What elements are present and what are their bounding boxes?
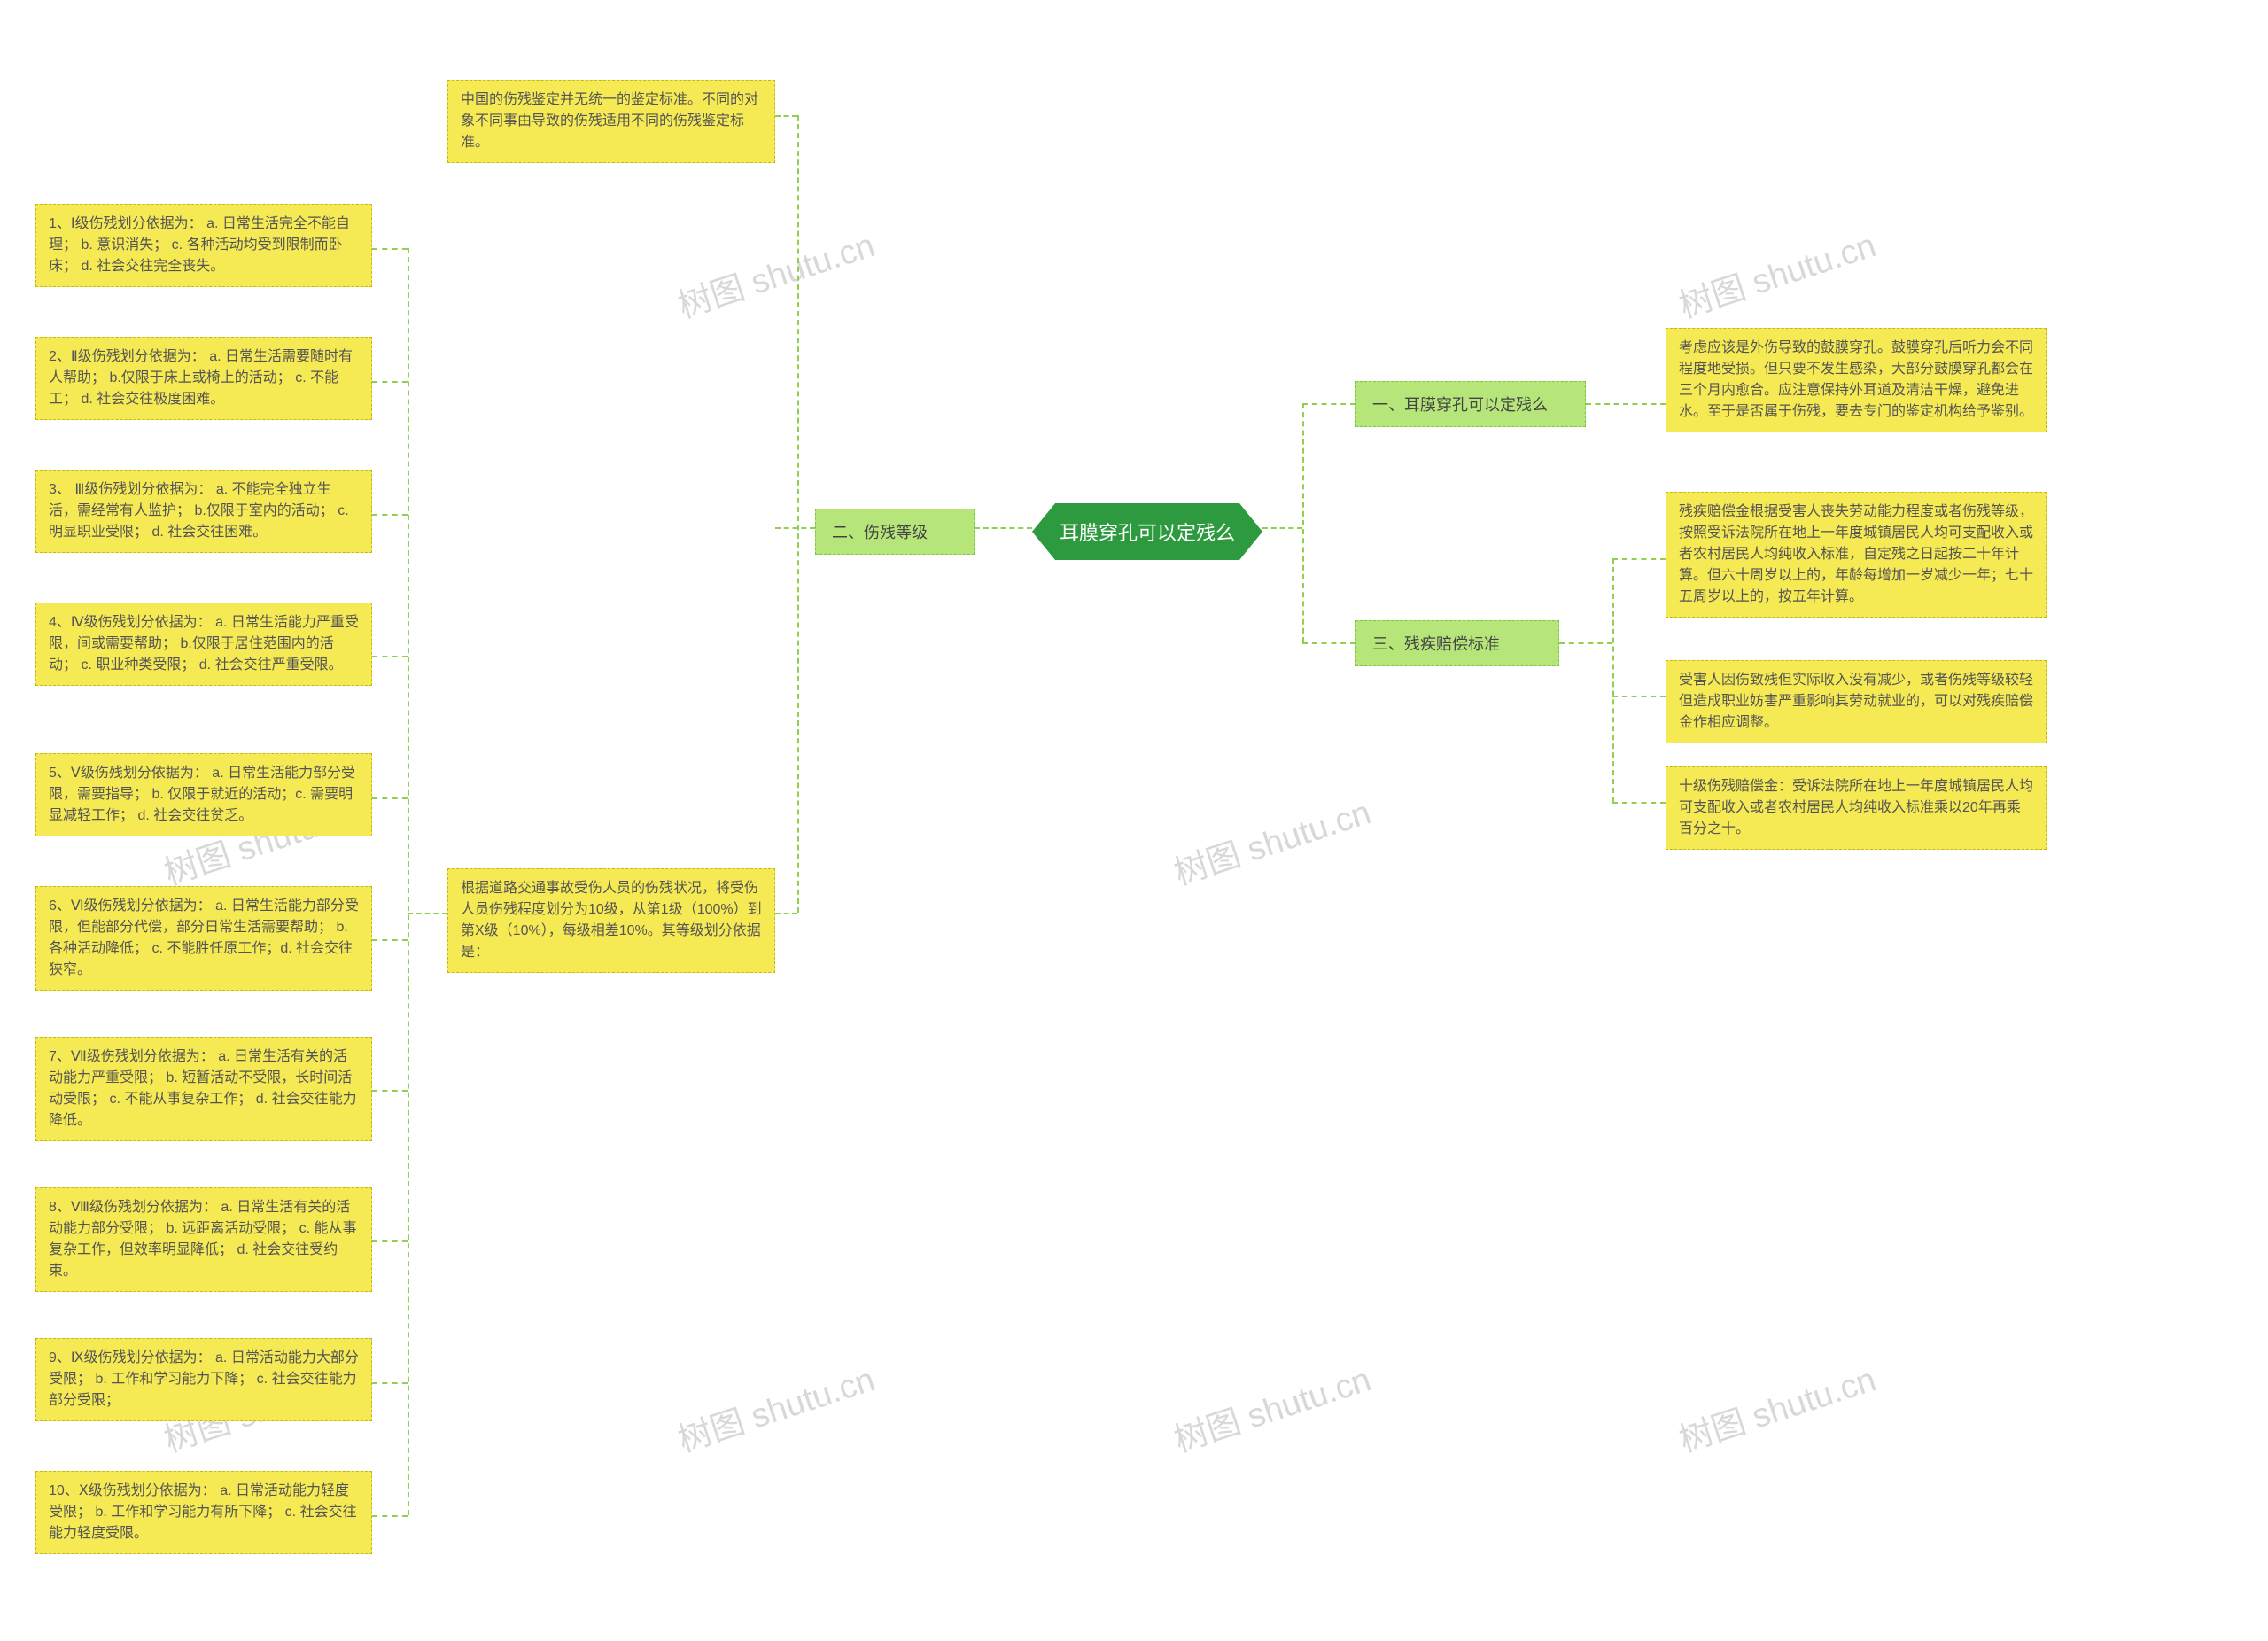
connector	[1612, 802, 1666, 804]
watermark: 树图 shutu.cn	[1167, 1352, 1376, 1461]
leaf-level-7: 7、Ⅶ级伤残划分依据为： a. 日常生活有关的活动能力严重受限； b. 短暂活动…	[35, 1037, 372, 1141]
connector	[775, 527, 815, 529]
watermark: 树图 shutu.cn	[671, 1352, 880, 1461]
watermark: 树图 shutu.cn	[1167, 785, 1376, 894]
connector	[1302, 403, 1304, 642]
connector	[372, 248, 408, 250]
connector	[372, 1382, 408, 1384]
leaf-section-1-content: 考虑应该是外伤导致的鼓膜穿孔。鼓膜穿孔后听力会不同程度地受损。但只要不发生感染，…	[1666, 328, 2047, 432]
watermark: 树图 shutu.cn	[1672, 1352, 1881, 1461]
branch-section-3: 三、残疾赔偿标准	[1355, 620, 1559, 666]
center-node: 耳膜穿孔可以定残么	[1032, 503, 1262, 560]
watermark: 树图 shutu.cn	[671, 218, 880, 327]
connector	[1302, 642, 1355, 644]
connector	[1262, 527, 1302, 529]
connector	[797, 115, 799, 913]
leaf-level-1: 1、Ⅰ级伤残划分依据为： a. 日常生活完全不能自理； b. 意识消失； c. …	[35, 204, 372, 287]
branch-section-1: 一、耳膜穿孔可以定残么	[1355, 381, 1586, 427]
connector	[372, 797, 408, 799]
leaf-level-2: 2、Ⅱ级伤残划分依据为： a. 日常生活需要随时有人帮助； b.仅限于床上或椅上…	[35, 337, 372, 420]
connector	[975, 527, 1032, 529]
connector	[372, 1240, 408, 1242]
leaf-level-4: 4、Ⅳ级伤残划分依据为： a. 日常生活能力严重受限，间或需要帮助； b.仅限于…	[35, 603, 372, 686]
leaf-level-5: 5、Ⅴ级伤残划分依据为： a. 日常生活能力部分受限，需要指导； b. 仅限于就…	[35, 753, 372, 836]
leaf-section-3-item-1: 残疾赔偿金根据受害人丧失劳动能力程度或者伤残等级，按照受诉法院所在地上一年度城镇…	[1666, 492, 2047, 618]
connector	[1302, 403, 1355, 405]
connector	[1612, 558, 1614, 802]
connector	[372, 514, 408, 516]
branch-section-2: 二、伤残等级	[815, 509, 975, 555]
leaf-level-9: 9、Ⅸ级伤残划分依据为： a. 日常活动能力大部分受限； b. 工作和学习能力下…	[35, 1338, 372, 1421]
leaf-section-2-summary-2: 根据道路交通事故受伤人员的伤残状况，将受伤人员伤残程度划分为10级，从第1级（1…	[447, 868, 775, 973]
connector	[775, 913, 797, 914]
connector	[408, 913, 447, 914]
connector	[1586, 403, 1666, 405]
leaf-section-3-item-3: 十级伤残赔偿金：受诉法院所在地上一年度城镇居民人均可支配收入或者农村居民人均纯收…	[1666, 766, 2047, 850]
connector	[372, 381, 408, 383]
connector	[372, 939, 408, 941]
connector	[372, 1515, 408, 1517]
connector	[1559, 642, 1612, 644]
connector	[408, 248, 409, 1515]
connector	[372, 656, 408, 657]
leaf-level-6: 6、Ⅵ级伤残划分依据为： a. 日常生活能力部分受限，但能部分代偿，部分日常生活…	[35, 886, 372, 991]
leaf-level-3: 3、 Ⅲ级伤残划分依据为： a. 不能完全独立生活，需经常有人监护； b.仅限于…	[35, 470, 372, 553]
leaf-section-3-item-2: 受害人因伤致残但实际收入没有减少，或者伤残等级较轻但造成职业妨害严重影响其劳动就…	[1666, 660, 2047, 743]
connector	[372, 1090, 408, 1092]
connector	[775, 115, 797, 117]
connector	[1612, 558, 1666, 560]
leaf-level-10: 10、Ⅹ级伤残划分依据为： a. 日常活动能力轻度受限； b. 工作和学习能力有…	[35, 1471, 372, 1554]
leaf-level-8: 8、Ⅷ级伤残划分依据为： a. 日常生活有关的活动能力部分受限； b. 远距离活…	[35, 1187, 372, 1292]
watermark: 树图 shutu.cn	[1672, 218, 1881, 327]
leaf-section-2-summary-1: 中国的伤残鉴定并无统一的鉴定标准。不同的对象不同事由导致的伤残适用不同的伤残鉴定…	[447, 80, 775, 163]
connector	[1612, 696, 1666, 697]
